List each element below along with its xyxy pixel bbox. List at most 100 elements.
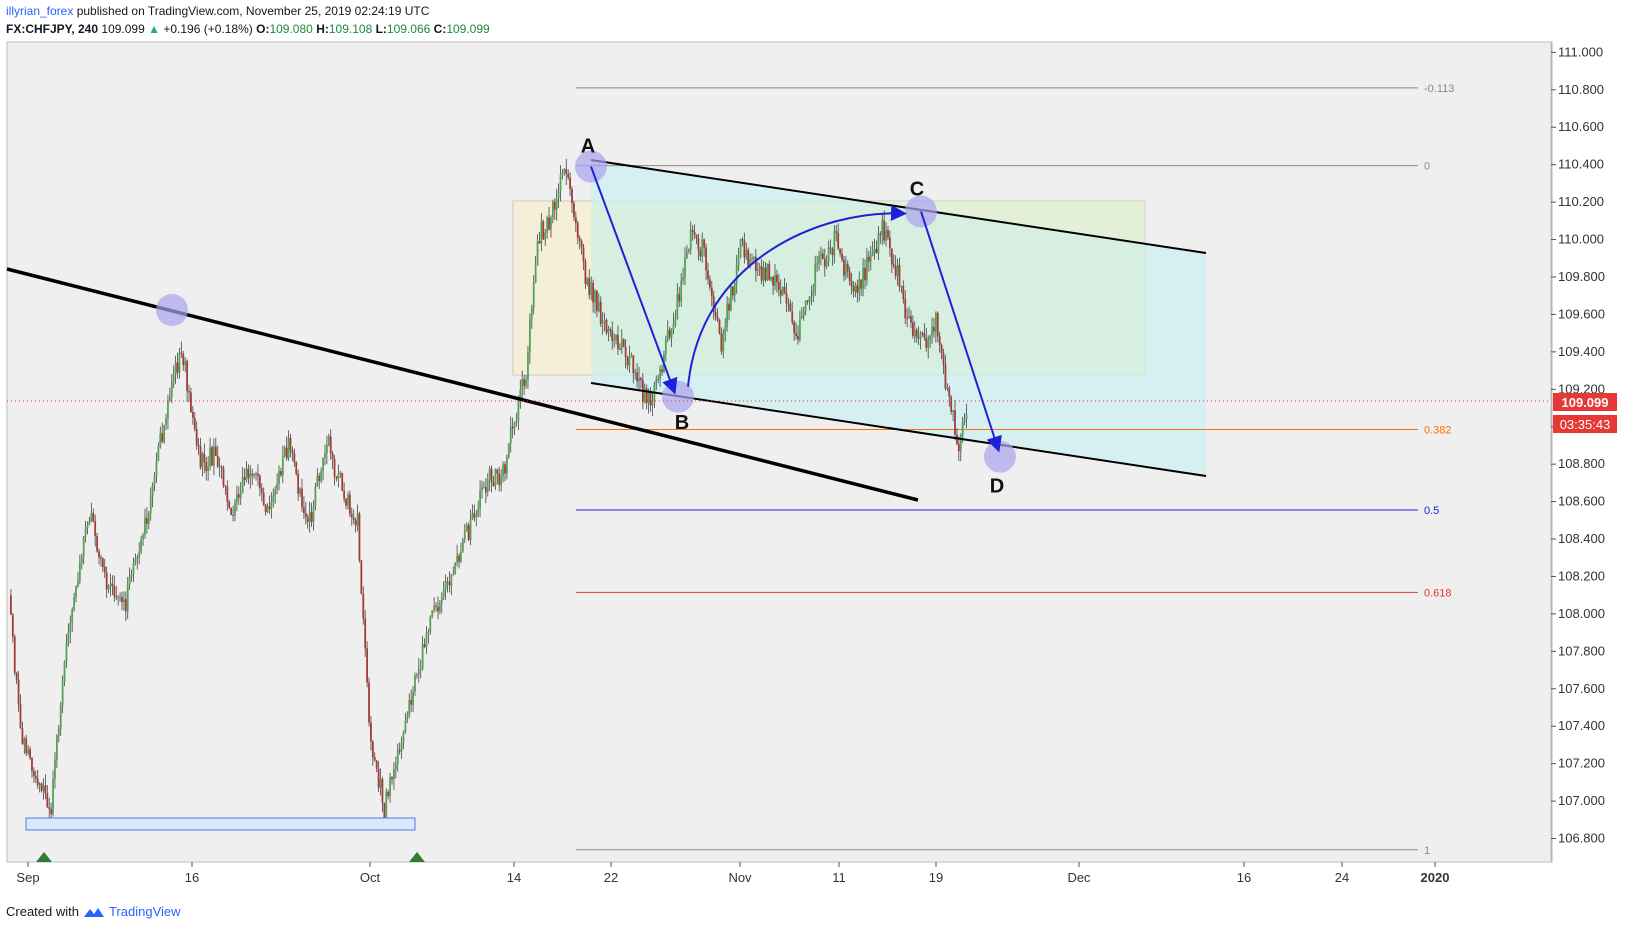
event-up-marker-2[interactable]	[409, 852, 425, 862]
candle-body	[216, 455, 219, 467]
candle-body	[456, 555, 459, 563]
candle-body	[929, 335, 932, 341]
candle-body	[523, 379, 526, 387]
candle-body	[213, 446, 215, 466]
candle-body	[253, 474, 256, 476]
candle-body	[105, 572, 108, 590]
author-link[interactable]: illyrian_forex	[6, 4, 74, 18]
candle-body	[908, 316, 910, 319]
candle-body	[515, 420, 518, 423]
candle-body	[657, 378, 660, 380]
candle-body	[366, 648, 369, 683]
candle-body	[147, 513, 150, 524]
candle-body	[576, 223, 579, 239]
candle-body	[289, 437, 292, 451]
candle-body	[103, 567, 106, 573]
candle-body	[617, 334, 619, 350]
candle-body	[77, 581, 79, 587]
candle-body	[756, 269, 759, 271]
candle-body	[264, 504, 267, 513]
candle-body	[651, 401, 654, 406]
candle-body	[910, 316, 912, 323]
candle-body	[467, 525, 470, 540]
y-tick-label: 107.600	[1558, 681, 1605, 696]
candle-body	[94, 521, 97, 537]
event-up-marker-1[interactable]	[36, 852, 52, 862]
candle-body	[710, 287, 713, 297]
candle-body	[873, 248, 876, 252]
candle-body	[712, 296, 715, 312]
candle-body	[245, 468, 248, 481]
candle-body	[532, 282, 535, 308]
time-axis[interactable]: Sep 16 Oct 14 22 Nov 11 19 Dec 16 24 2020	[16, 862, 1449, 885]
candle-body	[128, 576, 131, 585]
x-tick-label: 24	[1335, 870, 1349, 885]
candle-body	[517, 398, 520, 421]
abcd-pattern[interactable]: A B C D	[575, 136, 1016, 498]
candle-body	[182, 353, 185, 365]
candle-body	[774, 274, 776, 286]
candle-body	[525, 379, 527, 387]
candle-body	[938, 336, 941, 345]
candle-body	[71, 609, 74, 624]
y-tick-label: 107.400	[1558, 718, 1605, 733]
fib-level-label: 0	[1424, 161, 1430, 173]
candle-body	[789, 303, 792, 312]
candle-body	[950, 397, 953, 412]
candle-body	[708, 279, 711, 288]
candle-body	[304, 512, 307, 518]
candle-body	[429, 616, 432, 632]
candle-body	[561, 172, 564, 175]
last-price-tag-text: 109.099	[1562, 395, 1609, 410]
candle-body	[65, 643, 68, 662]
candle-body	[234, 502, 236, 516]
candles	[10, 158, 968, 831]
candle-body	[368, 682, 370, 723]
candle-body	[745, 249, 748, 258]
candle-body	[412, 691, 414, 705]
candle-body	[408, 699, 411, 717]
candle-body	[63, 661, 66, 683]
candle-body	[791, 311, 794, 322]
candle-body	[333, 458, 336, 477]
candle-body	[553, 202, 556, 210]
candle-body	[377, 768, 380, 788]
pattern-label: C	[910, 178, 924, 200]
candle-body	[622, 339, 625, 348]
candle-body	[946, 387, 949, 389]
candle-body	[486, 480, 489, 493]
support-zone[interactable]	[25, 817, 416, 831]
price-axis[interactable]: 111.000 110.800 110.600 110.400 110.200 110.0…	[1551, 44, 1605, 846]
candle-body	[862, 267, 864, 289]
fibonacci-levels[interactable]: -0.113 0 0.382 0.5 0.618 1	[576, 83, 1454, 857]
candle-body	[898, 264, 901, 287]
candle-body	[188, 391, 190, 393]
candle-body	[235, 494, 238, 503]
candle-body	[163, 424, 166, 442]
low-label: L:	[375, 22, 387, 36]
plot-area[interactable]	[8, 43, 1550, 861]
candle-body	[283, 447, 286, 456]
candle-body	[450, 574, 453, 586]
candle-body	[691, 229, 694, 232]
candle-body	[795, 332, 797, 336]
candle-body	[810, 296, 813, 298]
candle-body	[542, 221, 545, 240]
candle-body	[582, 247, 585, 262]
candle-body	[915, 329, 918, 338]
candle-body	[375, 760, 378, 769]
candle-body	[823, 258, 826, 267]
candle-body	[726, 303, 729, 327]
candle-body	[214, 446, 217, 456]
candle-body	[452, 574, 455, 576]
candle-body	[942, 353, 945, 365]
candle-body	[402, 732, 405, 743]
candle-body	[904, 299, 907, 319]
candle-body	[364, 618, 367, 649]
candle-body	[731, 286, 734, 296]
tradingview-brand[interactable]: TradingView	[108, 904, 181, 919]
candle-body	[931, 326, 933, 336]
candle-body	[586, 278, 589, 284]
candle-body	[341, 472, 344, 491]
